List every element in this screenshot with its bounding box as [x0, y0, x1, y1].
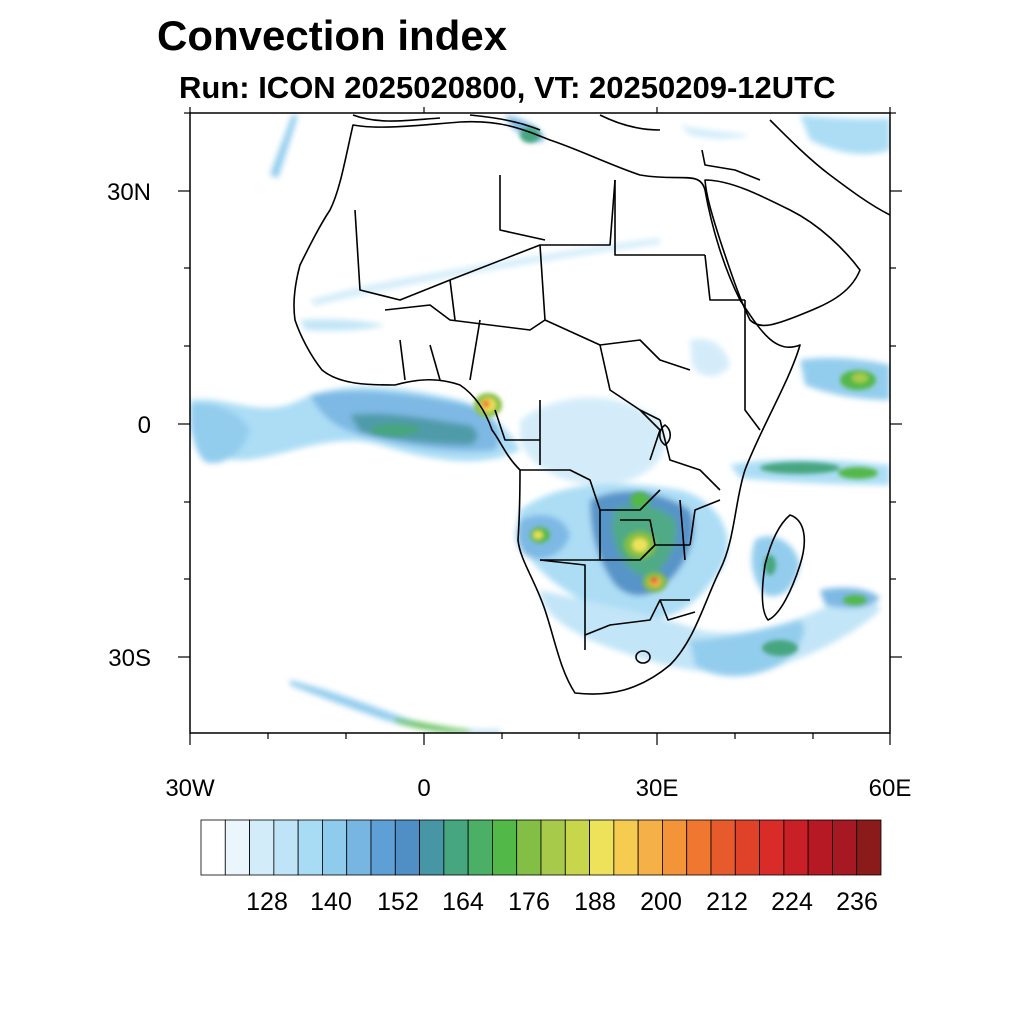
lat-label-30s: 30S — [108, 645, 151, 672]
colorbar-swatch — [637, 819, 663, 876]
colorbar-label: 188 — [574, 888, 616, 916]
colorbar-swatch — [807, 819, 833, 876]
lon-label-30e: 30E — [635, 775, 679, 802]
lat-label-30n: 30N — [106, 179, 151, 206]
colorbar-swatch — [832, 819, 858, 876]
colorbar-swatch — [613, 819, 639, 876]
colorbar-label: 212 — [706, 888, 748, 916]
map-subtitle: Run: ICON 2025020800, VT: 20250209-12UTC — [179, 70, 836, 105]
lat-ticks — [178, 112, 902, 658]
colorbar-label: 128 — [246, 888, 288, 916]
colorbar-swatch — [662, 819, 688, 876]
colorbar-swatch — [564, 819, 590, 876]
lon-label-0: 0 — [417, 775, 431, 802]
colorbar-label: 164 — [442, 888, 484, 916]
colorbar-swatch — [589, 819, 615, 876]
colorbar-swatch — [322, 819, 348, 876]
coastlines-and-borders — [293, 114, 890, 695]
colorbar-label: 224 — [771, 888, 813, 916]
colorbar-swatch — [346, 819, 372, 876]
colorbar-swatch — [492, 819, 518, 876]
map-title: Convection index — [157, 12, 508, 59]
colorbar-swatch — [249, 819, 275, 876]
colorbar-label: 176 — [508, 888, 550, 916]
colorbar-swatch — [686, 819, 712, 876]
convection-field — [190, 115, 890, 733]
colorbar-label: 140 — [310, 888, 352, 916]
lon-label-60e: 60E — [868, 775, 912, 802]
colorbar-swatch — [370, 819, 396, 876]
colorbar-swatch — [394, 819, 420, 876]
colorbar-label: 152 — [377, 888, 419, 916]
colorbar-swatch — [273, 819, 299, 876]
colorbar-swatch — [783, 819, 809, 876]
map-frame — [189, 112, 891, 734]
colorbar-swatch — [540, 819, 566, 876]
colorbar-label: 200 — [640, 888, 682, 916]
colorbar-swatch — [297, 819, 323, 876]
colorbar-label: 236 — [836, 888, 878, 916]
lon-label-30w: 30W — [165, 775, 215, 802]
colorbar-swatch — [856, 819, 882, 876]
colorbar-swatch — [710, 819, 736, 876]
lon-ticks — [189, 107, 891, 745]
colorbar-swatch — [443, 819, 469, 876]
colorbar-swatch — [734, 819, 760, 876]
colorbar — [200, 819, 882, 876]
lat-label-0: 0 — [137, 412, 151, 439]
colorbar-swatch — [224, 819, 250, 876]
colorbar-swatch — [200, 819, 226, 876]
colorbar-swatch — [467, 819, 493, 876]
colorbar-swatch — [759, 819, 785, 876]
colorbar-swatch — [419, 819, 445, 876]
colorbar-swatch — [516, 819, 542, 876]
